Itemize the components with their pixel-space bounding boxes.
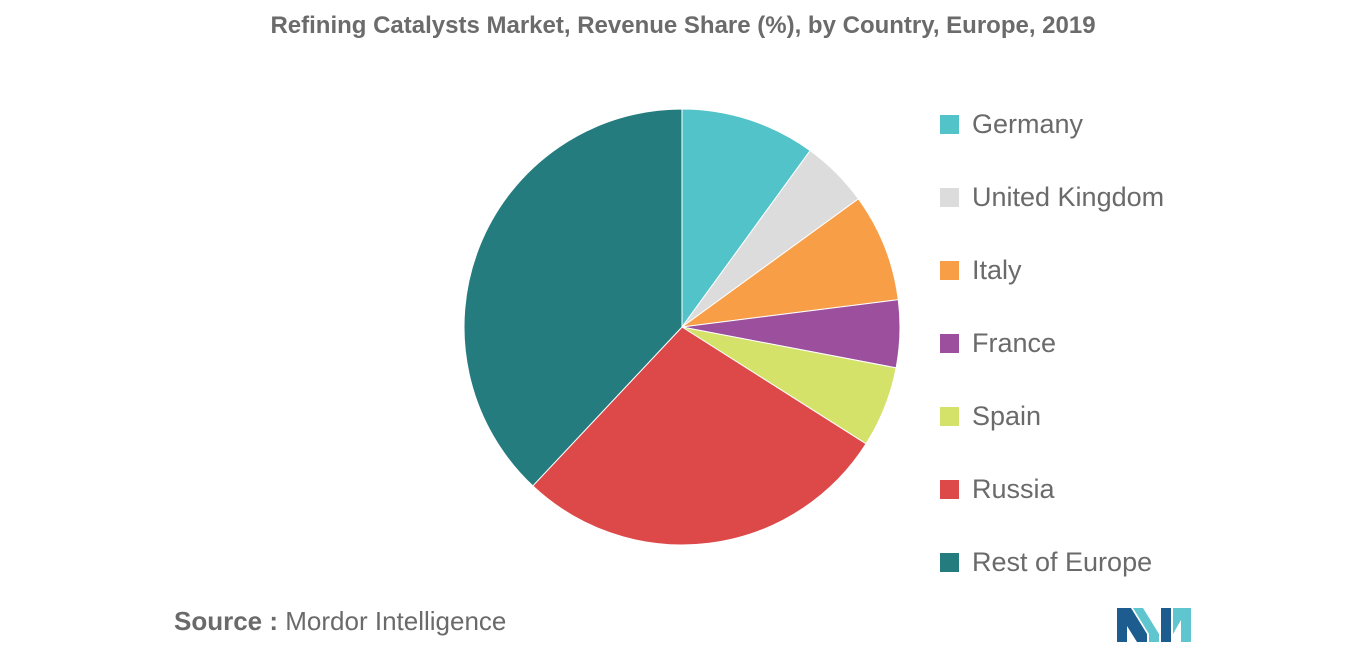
legend-item-rest-of-europe: Rest of Europe [940,526,1164,599]
legend-item-united-kingdom: United Kingdom [940,161,1164,234]
source-note: Source : Mordor Intelligence [174,606,506,637]
mordor-intelligence-logo-icon [1117,608,1191,642]
legend-label: Germany [972,109,1084,139]
pie-slice-russia [532,326,867,546]
legend-label: Russia [972,474,1055,504]
legend-swatch [940,480,959,499]
pie-slice-italy [681,198,899,328]
legend: Germany United Kingdom Italy France Spain Rus… [940,88,1164,599]
legend-label: Italy [972,255,1022,285]
legend-swatch [940,334,959,353]
legend-item-italy: Italy [940,234,1164,307]
legend-item-spain: Spain [940,380,1164,453]
legend-label: United Kingdom [972,182,1165,212]
source-label: Source : [174,606,279,636]
legend-swatch [940,115,959,134]
pie-slice-germany [681,108,811,329]
chart-title: Refining Catalysts Market, Revenue Share… [270,12,1096,39]
legend-item-germany: Germany [940,88,1164,161]
legend-label: Spain [972,401,1042,431]
source-text: Mordor Intelligence [285,606,507,636]
legend-swatch [940,261,959,280]
legend-swatch [940,407,959,426]
legend-label: Rest of Europe [972,547,1153,577]
pie-slice-rest-of-europe [463,108,683,487]
legend-label: France [972,328,1057,358]
legend-swatch [940,188,959,207]
legend-swatch [940,553,959,572]
legend-item-france: France [940,307,1164,380]
legend-item-russia: Russia [940,453,1164,526]
